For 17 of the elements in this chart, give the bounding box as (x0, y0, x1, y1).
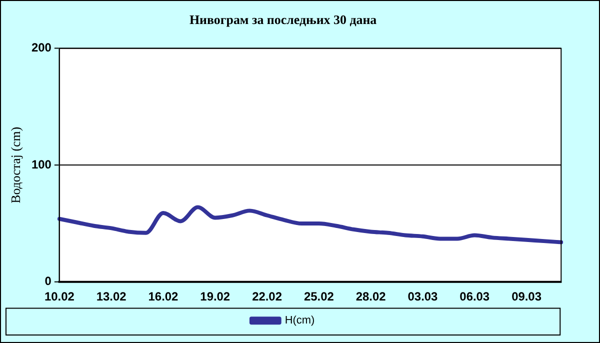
chart-title: Нивограм за последњих 30 дана (189, 12, 378, 28)
x-tick-label: 06.03 (460, 289, 490, 304)
legend-label: H(cm) (284, 314, 315, 327)
y-tick-label: 0 (44, 274, 52, 288)
x-tick-label: 16.02 (148, 289, 179, 304)
x-tick-label: 09.03 (512, 289, 542, 304)
y-axis-title: Водостај (cm) (8, 126, 24, 204)
line-series (57, 205, 564, 244)
x-tick-label: 13.02 (96, 289, 127, 304)
y-tick-label: 100 (32, 157, 52, 172)
x-tick-label: 03.03 (408, 289, 438, 304)
x-tick-label: 25.02 (304, 289, 334, 304)
y-tick-label: 200 (32, 40, 52, 55)
x-tick-label: 22.02 (252, 289, 282, 304)
x-tick-label: 19.02 (200, 289, 230, 304)
x-tick-label: 28.02 (356, 289, 386, 304)
x-tick-label: 10.02 (44, 289, 75, 304)
